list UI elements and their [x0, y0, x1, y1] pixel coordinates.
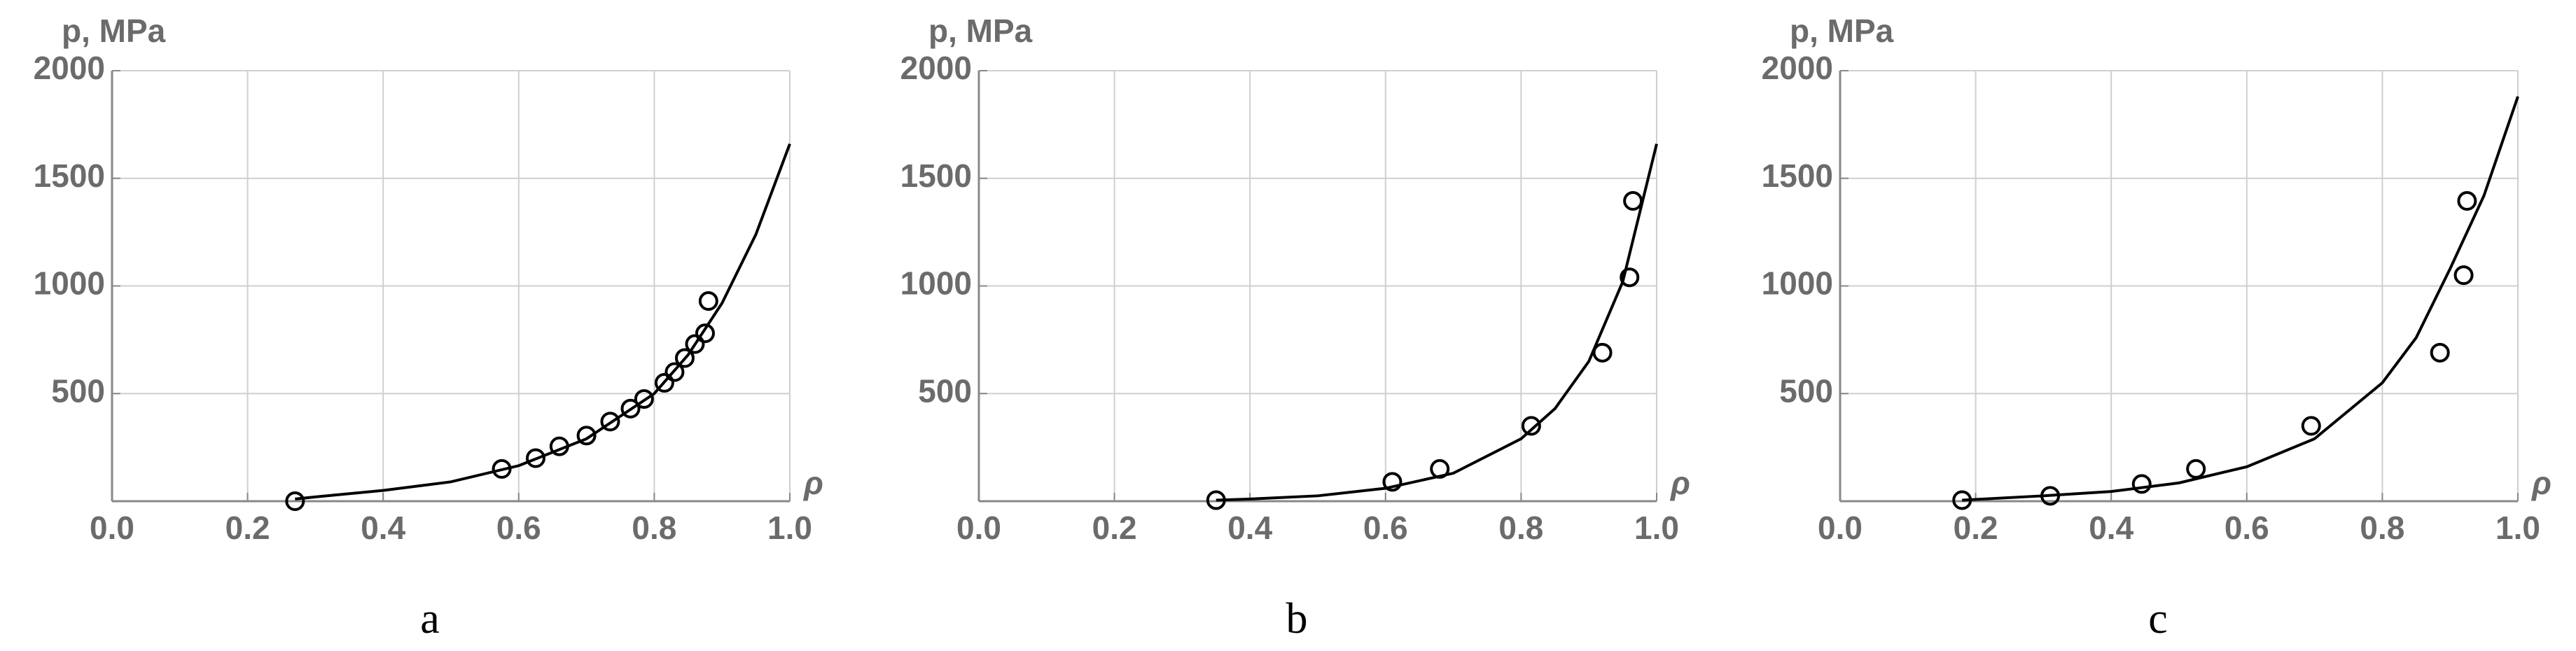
x-tick-label: 0.2: [1092, 510, 1137, 546]
x-tick-label: 1.0: [767, 510, 812, 546]
y-axis-label: p, MPa: [1790, 13, 1894, 49]
x-tick-label: 0.0: [1818, 510, 1863, 546]
caption: a: [420, 595, 440, 643]
data-point: [664, 362, 685, 382]
x-tick-label: 0.8: [2360, 510, 2404, 546]
data-point: [685, 334, 705, 354]
y-tick-label: 1000: [34, 265, 105, 302]
x-tick-label: 0.8: [1498, 510, 1543, 546]
x-axis-label: ρ: [802, 465, 823, 501]
caption: c: [2148, 595, 2168, 643]
fit-curve: [295, 143, 791, 500]
y-tick-label: 2000: [1762, 50, 1833, 86]
data-point: [2457, 191, 2477, 211]
data-point: [2186, 458, 2206, 479]
data-point: [2430, 342, 2450, 363]
x-tick-label: 0.6: [496, 510, 541, 546]
y-tick-label: 1500: [900, 158, 972, 194]
x-tick-label: 1.0: [1634, 510, 1679, 546]
y-tick-label: 500: [1779, 372, 1833, 409]
y-tick-label: 1500: [34, 158, 105, 194]
y-tick-label: 1500: [1762, 158, 1833, 194]
data-point: [698, 291, 718, 312]
data-point: [2453, 265, 2474, 286]
data-point: [674, 348, 695, 368]
x-tick-label: 0.4: [2089, 510, 2133, 546]
x-tick-label: 0.8: [632, 510, 676, 546]
data-point: [654, 372, 674, 393]
data-point: [1620, 267, 1640, 288]
data-point: [285, 491, 305, 511]
x-tick-label: 1.0: [2495, 510, 2540, 546]
x-tick-label: 0.6: [1363, 510, 1408, 546]
x-tick-label: 0.4: [1227, 510, 1272, 546]
x-tick-label: 0.0: [90, 510, 134, 546]
x-axis-label: ρ: [1669, 465, 1690, 501]
x-tick-label: 0.2: [225, 510, 270, 546]
data-point: [1623, 191, 1643, 211]
data-point: [526, 448, 545, 468]
y-tick-label: 500: [918, 372, 972, 409]
x-tick-label: 0.4: [361, 510, 405, 546]
y-axis-label: p, MPa: [62, 13, 166, 49]
y-tick-label: 500: [51, 372, 105, 409]
caption: b: [1286, 595, 1308, 643]
x-tick-label: 0.2: [1954, 510, 1998, 546]
x-tick-label: 0.0: [956, 510, 1001, 546]
data-point: [1382, 472, 1402, 492]
data-point: [600, 412, 620, 432]
data-point: [2131, 474, 2152, 494]
data-point: [634, 388, 654, 409]
data-point: [576, 426, 597, 446]
y-tick-label: 2000: [34, 50, 105, 86]
data-point: [620, 398, 641, 419]
y-axis-label: p, MPa: [928, 13, 1033, 49]
fit-curve: [1962, 96, 2519, 502]
y-tick-label: 1000: [900, 265, 972, 302]
y-tick-label: 1000: [1762, 265, 1833, 302]
y-tick-label: 2000: [900, 50, 972, 86]
fit-curve: [1216, 144, 1658, 502]
x-tick-label: 0.6: [2225, 510, 2269, 546]
data-point: [1521, 416, 1541, 436]
x-axis-label: ρ: [2530, 465, 2551, 501]
data-point: [2301, 416, 2321, 436]
data-point: [695, 323, 715, 344]
